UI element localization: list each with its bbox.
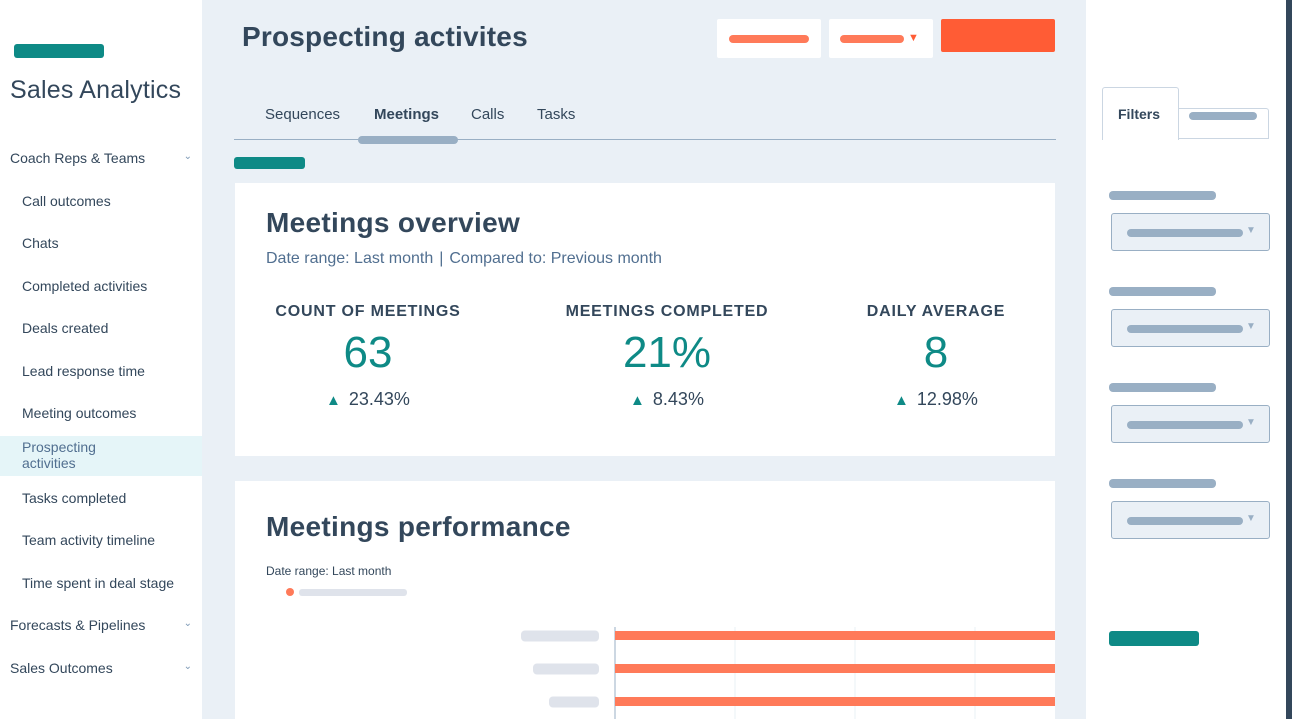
sidebar-item-call-outcomes[interactable]: Call outcomes (22, 193, 111, 209)
sidebar-item-time-spent-in-deal-stage[interactable]: Time spent in deal stage (22, 575, 175, 591)
kpi-count-of-meetings: COUNT OF MEETINGS 63 ▲ 23.43% (238, 303, 498, 410)
filter-select-2[interactable]: ▼ (1111, 309, 1270, 347)
page-title: Prospecting activites (242, 21, 528, 52)
filters-panel: Filters ▼ ▼ ▼ ▼ (1086, 0, 1286, 719)
filter-select-1[interactable]: ▼ (1111, 213, 1270, 251)
header-action-button-1[interactable] (717, 19, 821, 58)
caret-down-icon: ▼ (908, 32, 919, 44)
sidebar-section-coach-reps[interactable]: Coach Reps & Teams ⌄ (10, 150, 192, 166)
active-tab-indicator (358, 136, 458, 144)
button-label-placeholder (840, 35, 904, 43)
select-value-placeholder (1127, 421, 1243, 429)
meetings-performance-card: Meetings performance Date range: Last mo… (235, 481, 1055, 719)
chevron-down-icon: ⌄ (183, 618, 192, 629)
chart-category-label (533, 663, 599, 675)
window-edge (1286, 0, 1292, 719)
select-value-placeholder (1127, 325, 1243, 333)
sidebar-item-lead-response-time[interactable]: Lead response time (22, 363, 145, 379)
filter-label-placeholder (1109, 383, 1216, 392)
triangle-up-icon: ▲ (894, 392, 909, 409)
legend-marker (286, 588, 294, 596)
kpi-delta-value: 12.98% (916, 389, 978, 409)
tab-meetings[interactable]: Meetings (374, 106, 440, 123)
button-label-placeholder (729, 35, 809, 43)
apply-filters-button[interactable] (1109, 631, 1199, 646)
app-title: Sales Analytics (10, 76, 182, 104)
filter-select-3[interactable]: ▼ (1111, 405, 1270, 443)
kpi-meetings-completed: MEETINGS COMPLETED 21% ▲ 8.43% (537, 303, 797, 410)
select-value-placeholder (1127, 517, 1243, 525)
caret-down-icon: ▼ (1246, 321, 1256, 332)
kpi-delta: ▲ 12.98% (806, 389, 1066, 410)
sidebar-item-label: Prospecting activities (22, 439, 96, 471)
logo-placeholder (14, 44, 104, 58)
filter-label-placeholder (1109, 191, 1216, 200)
sidebar-section-label: Forecasts & Pipelines (10, 617, 146, 633)
sidebar-item-chats[interactable]: Chats (22, 235, 59, 251)
kpi-label: DAILY AVERAGE (866, 303, 1006, 320)
chart-bar[interactable] (615, 664, 1055, 673)
tab-calls[interactable]: Calls (471, 106, 505, 123)
date-range-label: Date range: Last month (266, 564, 392, 578)
caret-down-icon: ▼ (1246, 513, 1256, 524)
meetings-overview-card: Meetings overview Date range: Last month… (235, 183, 1055, 456)
kpi-delta-value: 23.43% (348, 389, 410, 409)
caret-down-icon: ▼ (1246, 225, 1256, 236)
compared-to-label: Compared to: Previous month (449, 250, 662, 267)
kpi-label: COUNT OF MEETINGS (275, 303, 461, 320)
section-tag-placeholder (234, 157, 305, 169)
select-value-placeholder (1127, 229, 1243, 237)
sidebar-item-tasks-completed[interactable]: Tasks completed (22, 490, 127, 506)
sidebar: Sales Analytics Coach Reps & Teams ⌄ Cal… (0, 0, 202, 719)
date-range-label: Date range: Last month (266, 250, 434, 267)
tab-label-placeholder (1189, 112, 1257, 120)
chevron-down-icon: ⌄ (183, 151, 192, 162)
sidebar-item-meeting-outcomes[interactable]: Meeting outcomes (22, 405, 137, 421)
primary-action-button[interactable] (941, 19, 1055, 52)
kpi-label: MEETINGS COMPLETED (565, 303, 769, 320)
sidebar-section-label: Sales Outcomes (10, 660, 113, 676)
triangle-up-icon: ▲ (630, 392, 645, 409)
sidebar-item-prospecting-activities[interactable]: Prospecting activities (0, 436, 202, 476)
meetings-performance-chart (521, 627, 1055, 719)
chevron-down-icon: ⌄ (183, 661, 192, 672)
chart-bar[interactable] (615, 631, 1055, 640)
triangle-up-icon: ▲ (326, 392, 341, 409)
separator: | (439, 250, 444, 267)
tab-filters[interactable]: Filters (1102, 87, 1179, 140)
sidebar-section-sales-outcomes[interactable]: Sales Outcomes ⌄ (10, 660, 192, 676)
chart-bar[interactable] (615, 697, 1055, 706)
sidebar-section-forecasts[interactable]: Forecasts & Pipelines ⌄ (10, 617, 192, 633)
chart-category-label (549, 696, 599, 708)
sidebar-section-label: Coach Reps & Teams (10, 150, 146, 166)
kpi-delta-value: 8.43% (652, 389, 704, 409)
card-title: Meetings performance (266, 511, 571, 542)
kpi-value: 21% (622, 328, 712, 377)
filter-label-placeholder (1109, 479, 1216, 488)
tab-secondary[interactable] (1179, 108, 1269, 138)
kpi-delta: ▲ 8.43% (537, 389, 797, 410)
sidebar-item-completed-activities[interactable]: Completed activities (22, 278, 148, 294)
sidebar-item-deals-created[interactable]: Deals created (22, 320, 109, 336)
kpi-daily-average: DAILY AVERAGE 8 ▲ 12.98% (806, 303, 1066, 410)
kpi-delta: ▲ 23.43% (238, 389, 498, 410)
sidebar-item-team-activity-timeline[interactable]: Team activity timeline (22, 532, 156, 548)
card-subtitle: Date range: Last month | Compared to: Prev… (266, 250, 662, 268)
main-content: Prospecting activites ▼ Sequences Meetin… (202, 0, 1086, 719)
filter-select-4[interactable]: ▼ (1111, 501, 1270, 539)
report-tabs: Sequences Meetings Calls Tasks (234, 100, 1056, 144)
tab-sequences[interactable]: Sequences (265, 106, 341, 123)
tab-tasks[interactable]: Tasks (537, 106, 576, 123)
card-title: Meetings overview (266, 207, 521, 238)
tab-divider (1179, 138, 1269, 139)
kpi-value: 8 (923, 328, 949, 377)
header-dropdown-button[interactable]: ▼ (829, 19, 933, 58)
filter-label-placeholder (1109, 287, 1216, 296)
chart-category-label (521, 630, 599, 642)
tab-filters-label: Filters (1118, 106, 1161, 122)
kpi-value: 63 (343, 328, 393, 377)
caret-down-icon: ▼ (1246, 417, 1256, 428)
legend-label-placeholder (299, 589, 407, 596)
